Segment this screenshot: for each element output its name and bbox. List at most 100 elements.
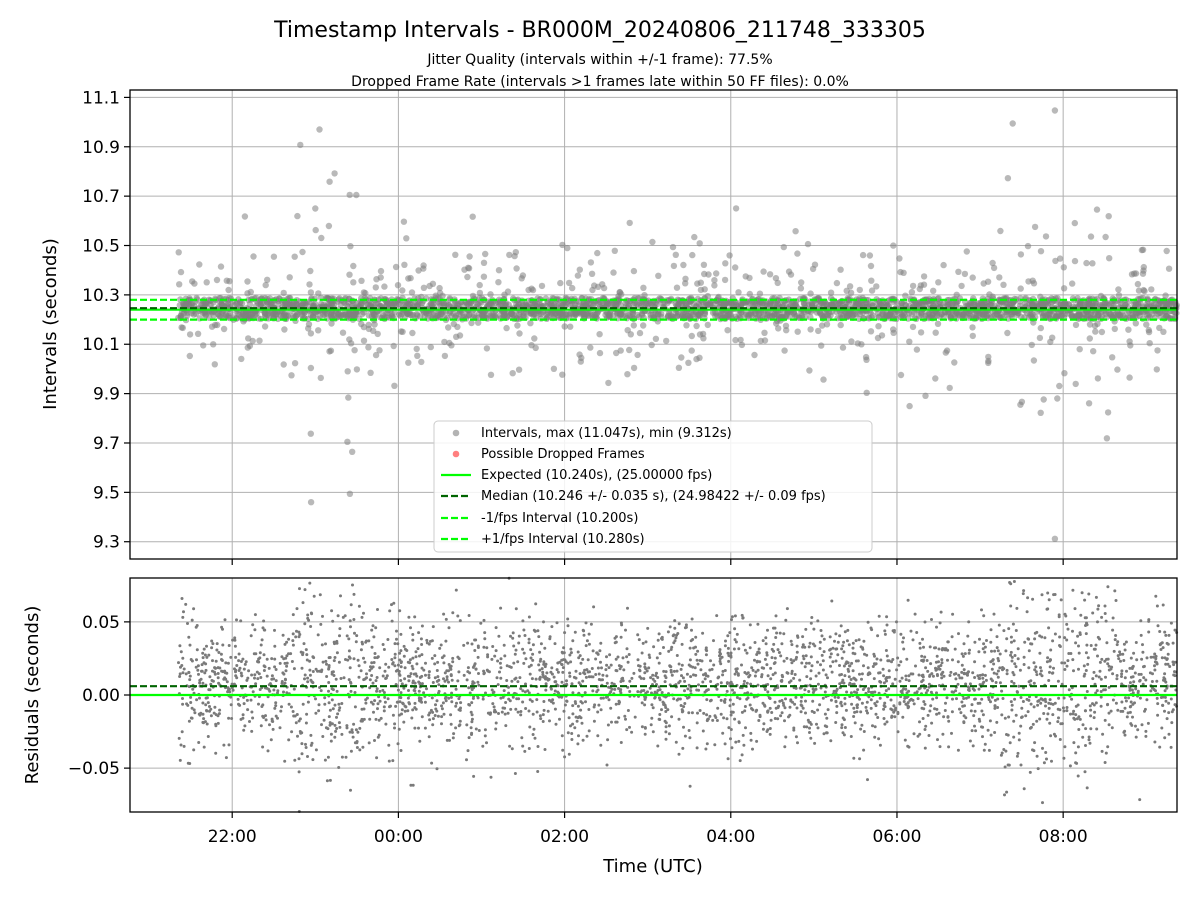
residual-point [980,710,983,713]
residual-point [1095,701,1098,704]
residual-point [428,670,431,673]
residual-point [333,659,336,662]
residual-point [1099,661,1102,664]
residual-point [400,691,403,694]
interval-point [722,260,728,266]
residual-point [1010,700,1013,703]
residual-point [929,704,932,707]
residual-point [855,639,858,642]
residual-point [891,682,894,685]
residual-point [730,652,733,655]
residual-point [263,653,266,656]
residual-point [845,709,848,712]
residual-point [586,639,589,642]
residual-point [563,651,566,654]
residual-point [779,714,782,717]
residual-point [832,647,835,650]
residual-point [785,657,788,660]
residual-point [292,644,295,647]
residual-point [855,679,858,682]
interval-point [1000,282,1006,288]
interval-point [464,313,470,319]
residual-point [229,656,232,659]
interval-point [226,278,232,284]
interval-point [367,370,373,376]
residual-point [930,722,933,725]
residual-point [660,708,663,711]
residual-point [720,699,723,702]
residual-point [736,633,739,636]
residual-point [1013,662,1016,665]
residual-point [870,707,873,710]
interval-point [722,277,728,283]
residual-point [244,663,247,666]
interval-point [244,278,250,284]
residual-point [378,719,381,722]
residual-point [728,631,731,634]
residual-point [808,662,811,665]
residual-point [511,637,514,640]
residual-point [996,706,999,709]
residual-point [348,655,351,658]
residual-point [675,741,678,744]
residual-point [1095,596,1098,599]
residual-point [772,643,775,646]
residual-point [604,668,607,671]
residual-point [564,704,567,707]
interval-point [354,300,360,306]
residual-point [762,639,765,642]
interval-point-extreme [1052,107,1058,113]
interval-point [944,347,950,353]
interval-point [1061,285,1067,291]
residual-point [652,730,655,733]
interval-point [506,252,512,258]
residual-point [1135,658,1138,661]
residual-point [850,691,853,694]
residual-point [919,647,922,650]
residual-point [571,639,574,642]
residual-point [1132,675,1135,678]
residual-point [362,612,365,615]
residual-point [184,603,187,606]
residual-point [822,697,825,700]
residual-point [963,714,966,717]
interval-point [732,264,738,270]
residual-point [247,669,250,672]
residual-point [196,648,199,651]
interval-point [559,242,565,248]
residual-point [358,664,361,667]
residual-point [579,709,582,712]
residual-point [840,701,843,704]
residual-point [400,665,403,668]
residual-point [1096,608,1099,611]
interval-point [640,285,646,291]
residual-point [831,671,834,674]
interval-point [649,239,655,245]
residual-point [556,668,559,671]
interval-point [1017,402,1023,408]
interval-point [1094,206,1100,212]
residual-point [1048,707,1051,710]
residual-point [314,712,317,715]
residual-point [834,696,837,699]
residual-point [445,618,448,621]
residual-point [240,674,243,677]
residual-point [924,703,927,706]
interval-point [1032,224,1038,230]
residual-point [1135,641,1138,644]
residual-point [323,719,326,722]
residual-point [804,665,807,668]
residual-point [830,699,833,702]
residual-point [756,661,759,664]
residual-point [1035,720,1038,723]
interval-point [187,331,193,337]
residual-point [1012,736,1015,739]
residual-point [701,681,704,684]
residual-point [1005,733,1008,736]
residual-point [272,728,275,731]
residual-point [356,731,359,734]
residual-point [482,646,485,649]
interval-point [268,302,274,308]
residual-point [705,713,708,716]
interval-point [212,361,218,367]
